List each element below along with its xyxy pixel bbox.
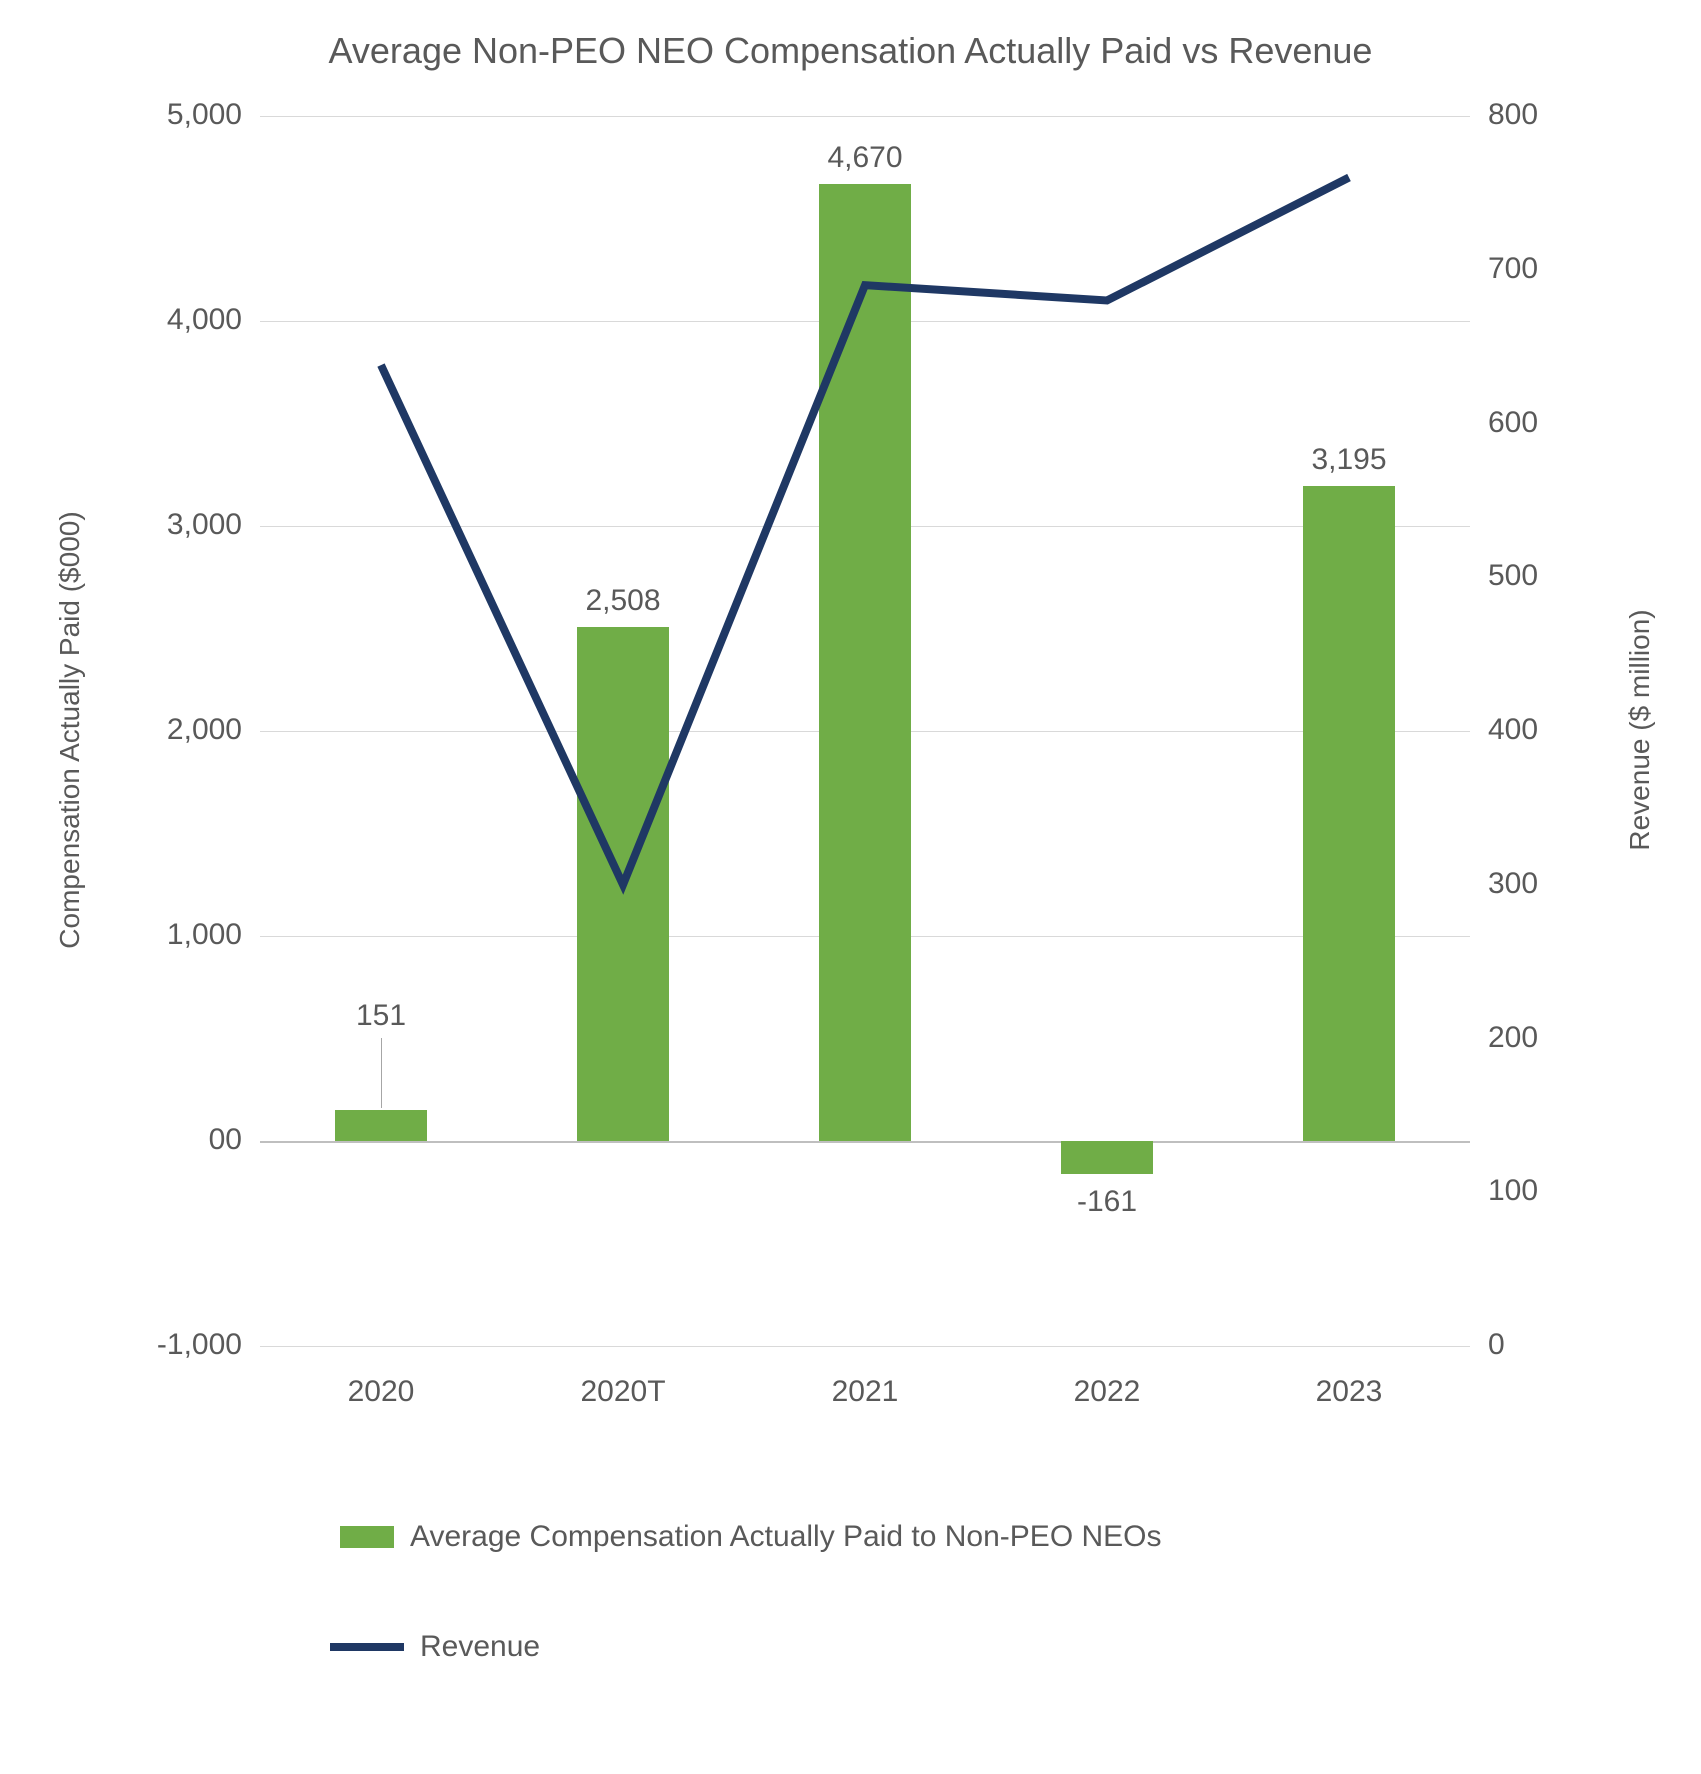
legend-swatch-line: [330, 1643, 404, 1651]
chart-title: Average Non-PEO NEO Compensation Actuall…: [0, 30, 1701, 72]
y2-tick-label: 500: [1488, 559, 1538, 593]
y1-tick-label: 00: [209, 1123, 242, 1157]
y2-tick-label: 400: [1488, 713, 1538, 747]
revenue-line: [260, 116, 1470, 1346]
y1-tick-label: 5,000: [167, 98, 242, 132]
y2-tick-label: 300: [1488, 867, 1538, 901]
y1-tick-label: 2,000: [167, 713, 242, 747]
bar-data-label: -161: [1077, 1185, 1137, 1219]
y1-axis-title: Compensation Actually Paid ($000): [54, 511, 86, 948]
bar-data-label: 4,670: [827, 141, 902, 175]
y1-tick-label: 4,000: [167, 303, 242, 337]
y1-tick-label: 1,000: [167, 918, 242, 952]
y2-tick-label: 0: [1488, 1328, 1505, 1362]
y2-tick-label: 100: [1488, 1174, 1538, 1208]
legend-label: Average Compensation Actually Paid to No…: [410, 1520, 1162, 1554]
legend-label: Revenue: [420, 1630, 540, 1664]
y2-axis-title: Revenue ($ million): [1624, 609, 1656, 850]
y2-tick-label: 600: [1488, 406, 1538, 440]
x-tick-label: 2020: [348, 1375, 415, 1409]
legend-item-line: Revenue: [330, 1630, 540, 1664]
plot-area: [260, 115, 1470, 1346]
x-tick-label: 2022: [1074, 1375, 1141, 1409]
gridline: [260, 1346, 1470, 1347]
y1-tick-label: 3,000: [167, 508, 242, 542]
x-tick-label: 2023: [1316, 1375, 1383, 1409]
y2-tick-label: 200: [1488, 1021, 1538, 1055]
y2-tick-label: 700: [1488, 252, 1538, 286]
bar-data-label: 151: [356, 999, 406, 1033]
compensation-vs-revenue-chart: Average Non-PEO NEO Compensation Actuall…: [0, 0, 1701, 1774]
legend-item-bars: Average Compensation Actually Paid to No…: [340, 1520, 1162, 1554]
bar-data-label: 2,508: [585, 584, 660, 618]
bar-data-label: 3,195: [1311, 443, 1386, 477]
y2-tick-label: 800: [1488, 98, 1538, 132]
x-tick-label: 2020T: [580, 1375, 665, 1409]
legend-swatch-bar: [340, 1526, 394, 1548]
y1-tick-label: -1,000: [157, 1328, 242, 1362]
x-tick-label: 2021: [832, 1375, 899, 1409]
